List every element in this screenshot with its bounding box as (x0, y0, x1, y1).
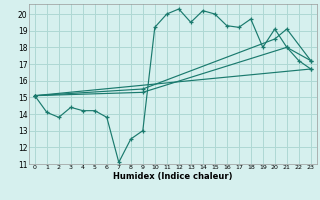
X-axis label: Humidex (Indice chaleur): Humidex (Indice chaleur) (113, 172, 233, 181)
